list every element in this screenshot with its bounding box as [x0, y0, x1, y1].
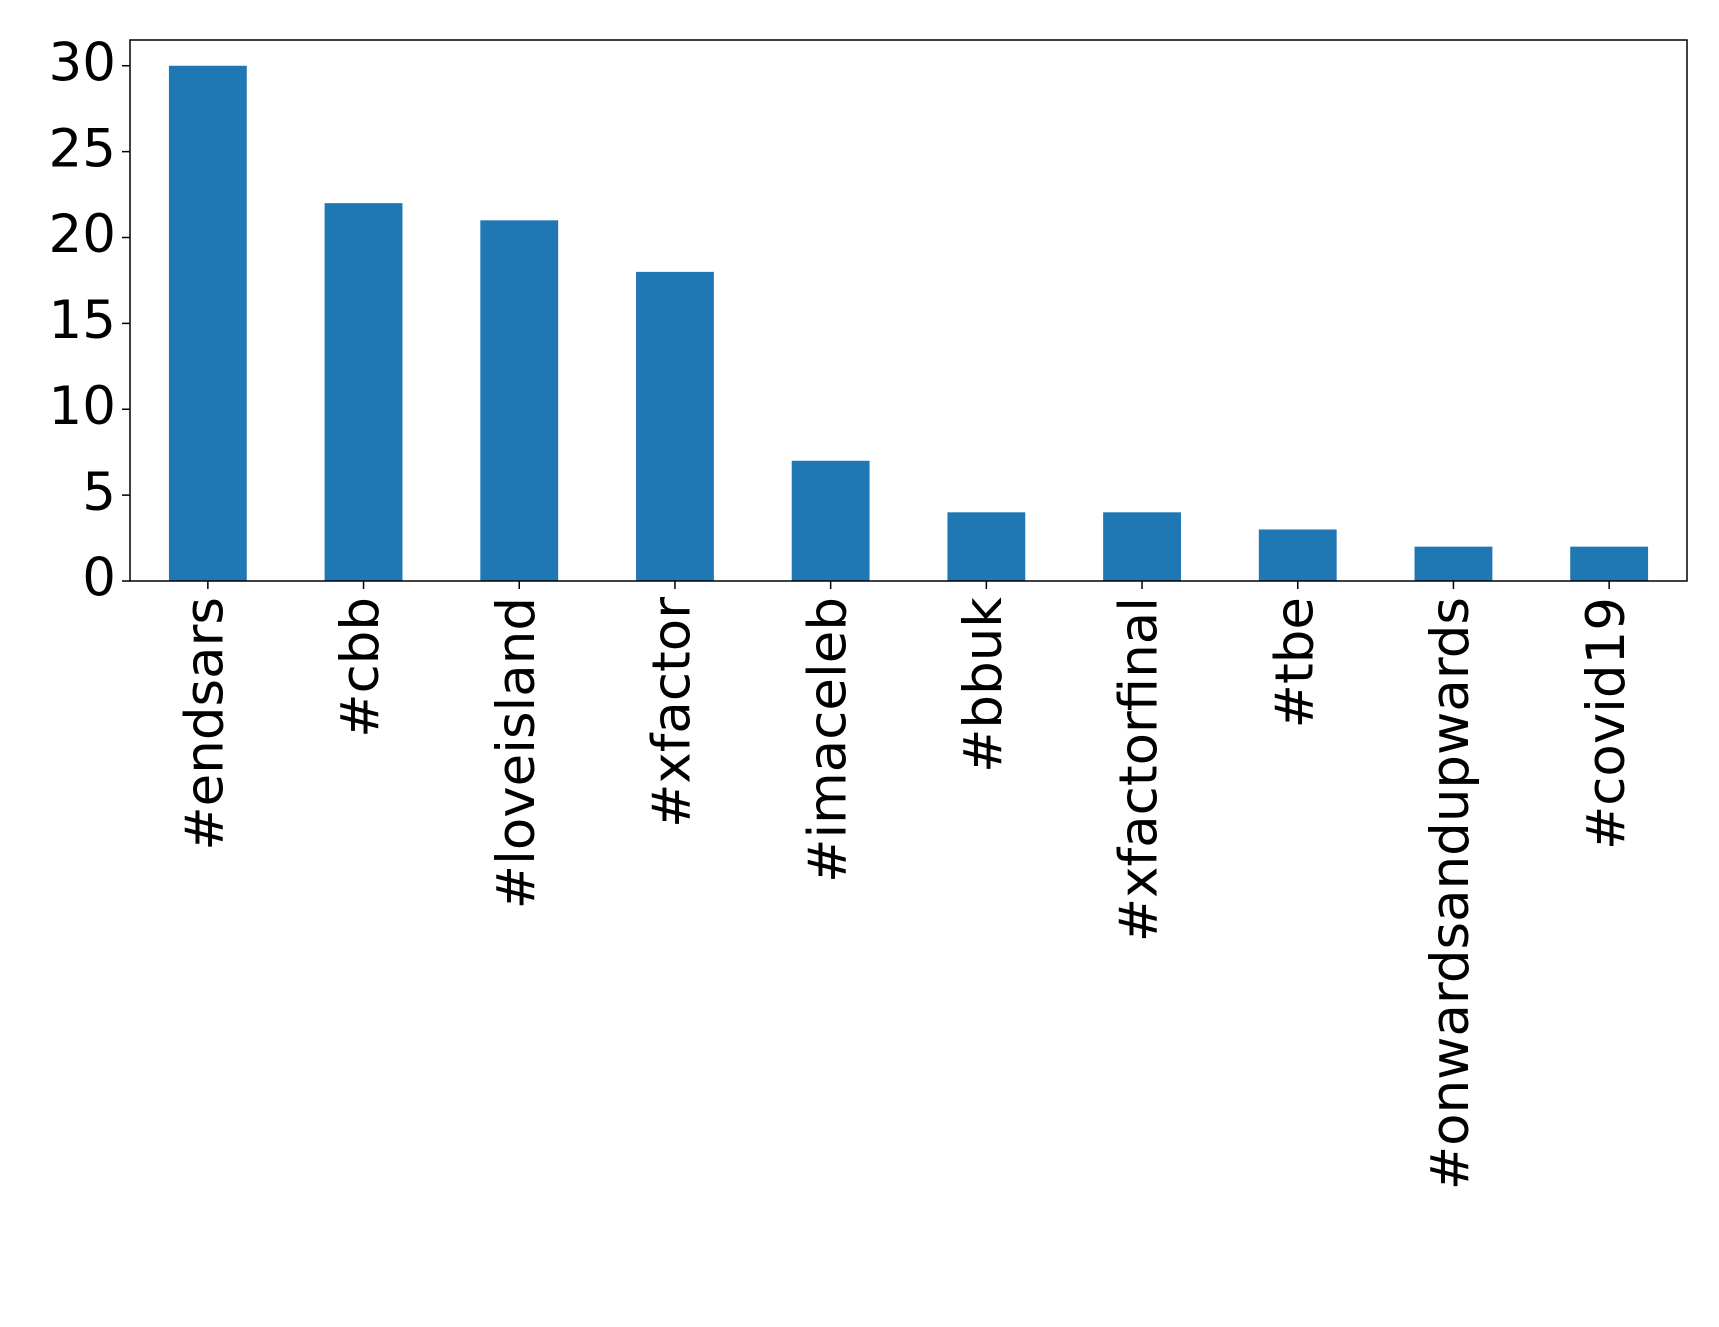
- bar: [1258, 529, 1337, 581]
- x-tick-label: #xfactorfinal: [1109, 597, 1170, 942]
- y-tick-label: 10: [49, 376, 116, 437]
- x-tick-label: #endsars: [174, 597, 235, 851]
- bar: [791, 460, 870, 581]
- x-tick-label: #covid19: [1576, 597, 1637, 850]
- x-tick-label: #imaceleb: [797, 597, 858, 883]
- y-tick-label: 30: [49, 32, 116, 93]
- bar: [636, 271, 714, 581]
- x-tick-label: #cbb: [330, 597, 391, 738]
- bar: [324, 203, 403, 581]
- y-tick-label: 25: [49, 118, 116, 179]
- x-tick-label: #loveisland: [486, 597, 547, 909]
- plot-frame: [129, 39, 1688, 582]
- y-tick-label: 5: [82, 462, 116, 523]
- bar: [1570, 546, 1649, 581]
- x-tick-label: #onwardsandupwards: [1420, 597, 1481, 1190]
- bar: [947, 512, 1026, 581]
- bar: [1414, 546, 1493, 581]
- y-tick-label: 0: [82, 548, 116, 609]
- bar: [480, 220, 559, 582]
- y-tick-label: 15: [49, 290, 116, 351]
- x-tick-label: #tbe: [1264, 597, 1325, 728]
- x-tick-label: #bbuk: [953, 597, 1014, 773]
- x-tick-label: #xfactor: [642, 597, 703, 828]
- bar: [1103, 512, 1181, 581]
- y-tick-label: 20: [49, 204, 116, 265]
- bar: [168, 65, 247, 581]
